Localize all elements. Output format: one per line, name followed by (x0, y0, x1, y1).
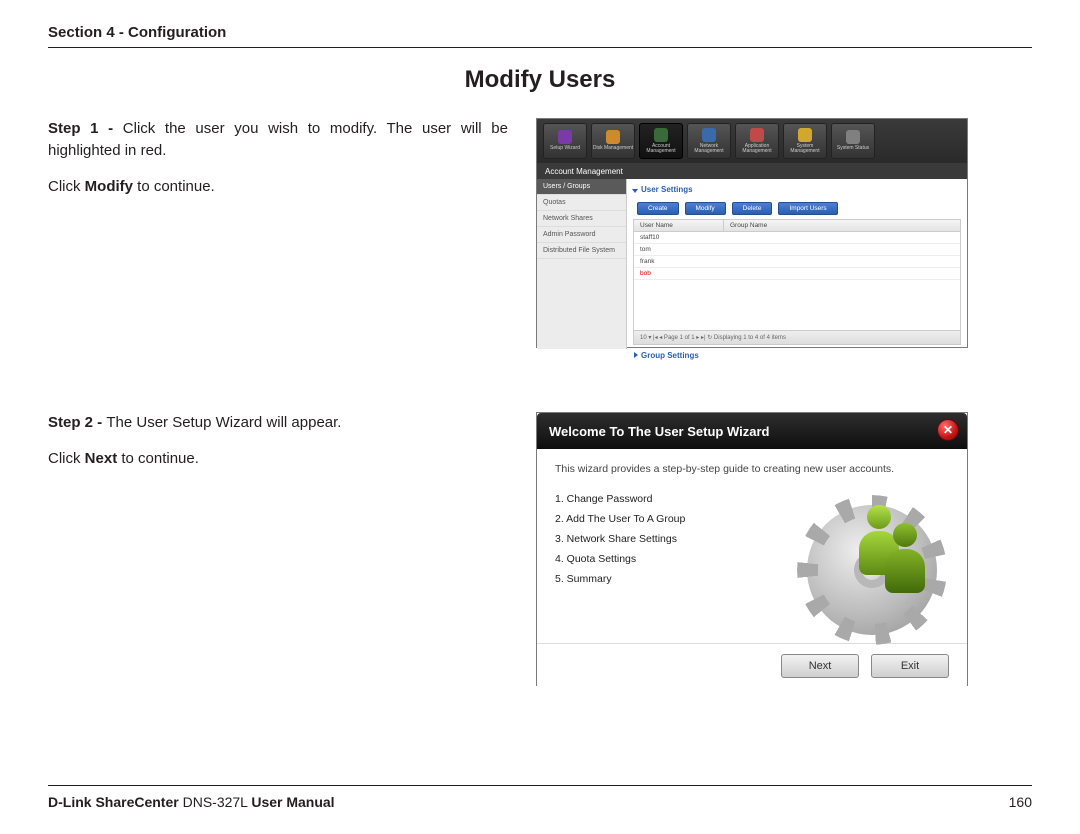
page-number: 160 (1009, 794, 1032, 810)
import-users-button[interactable]: Import Users (778, 202, 837, 215)
table-row[interactable]: staff10 (634, 232, 960, 244)
step2-text: Step 2 - The User Setup Wizard will appe… (48, 412, 508, 484)
top-tab[interactable]: System Management (783, 123, 827, 159)
wizard-title: Welcome To The User Setup Wizard (549, 424, 769, 439)
step1-label: Step 1 - (48, 120, 123, 137)
step1-row: Step 1 - Click the user you wish to modi… (48, 118, 1032, 348)
th-username: User Name (634, 220, 724, 231)
section-header: Section 4 - Configuration (48, 24, 1032, 48)
step2-l2bold: Next (85, 450, 118, 467)
step1-l2b: to continue. (133, 178, 215, 195)
step2-l2b: to continue. (117, 450, 199, 467)
footer-model: DNS-327L (179, 794, 252, 810)
delete-button[interactable]: Delete (732, 202, 773, 215)
step2-row: Step 2 - The User Setup Wizard will appe… (48, 412, 1032, 686)
table-row[interactable]: tom (634, 244, 960, 256)
exit-button[interactable]: Exit (871, 654, 949, 678)
sidebar-item[interactable]: Admin Password (537, 227, 626, 243)
next-button[interactable]: Next (781, 654, 859, 678)
top-tab[interactable]: Setup Wizard (543, 123, 587, 159)
top-tab[interactable]: Application Management (735, 123, 779, 159)
sidebar-item[interactable]: Users / Groups (537, 179, 626, 195)
page-title: Modify Users (48, 66, 1032, 94)
screenshot-admin: Setup WizardDisk ManagementAccount Manag… (536, 118, 968, 348)
step1-l2bold: Modify (85, 178, 133, 195)
top-tab[interactable]: Disk Management (591, 123, 635, 159)
th-groupname: Group Name (724, 220, 960, 231)
person-icon (885, 523, 925, 593)
sidebar-item[interactable]: Distributed File System (537, 243, 626, 259)
s1-breadcrumb: Account Management (537, 163, 967, 179)
sidebar-item[interactable]: Network Shares (537, 211, 626, 227)
group-settings-title: Group Settings (633, 351, 961, 360)
wizard-intro: This wizard provides a step-by-step guid… (555, 463, 949, 475)
close-icon[interactable]: ✕ (937, 419, 959, 441)
create-button[interactable]: Create (637, 202, 679, 215)
sidebar-item[interactable]: Quotas (537, 195, 626, 211)
top-tab[interactable]: Account Management (639, 123, 683, 159)
step2-body: The User Setup Wizard will appear. (106, 414, 341, 431)
footer-brand: D-Link ShareCenter (48, 794, 179, 810)
step2-l2a: Click (48, 450, 85, 467)
user-settings-title: User Settings (633, 185, 961, 194)
table-row[interactable]: frank (634, 256, 960, 268)
screenshot-wizard: Welcome To The User Setup Wizard ✕ This … (536, 412, 968, 686)
page-footer: D-Link ShareCenter DNS-327L User Manual … (48, 785, 1032, 810)
step2-label: Step 2 - (48, 414, 106, 431)
wizard-graphic (799, 487, 949, 637)
table-pager[interactable]: 10 ▾ |◂ ◂ Page 1 of 1 ▸ ▸| ↻ Displaying … (634, 330, 960, 344)
modify-button[interactable]: Modify (685, 202, 726, 215)
step1-l2a: Click (48, 178, 85, 195)
table-row[interactable]: bob (634, 268, 960, 280)
step1-text: Step 1 - Click the user you wish to modi… (48, 118, 508, 211)
top-tab[interactable]: Network Management (687, 123, 731, 159)
footer-suffix: User Manual (251, 794, 334, 810)
top-tab[interactable]: System Status (831, 123, 875, 159)
